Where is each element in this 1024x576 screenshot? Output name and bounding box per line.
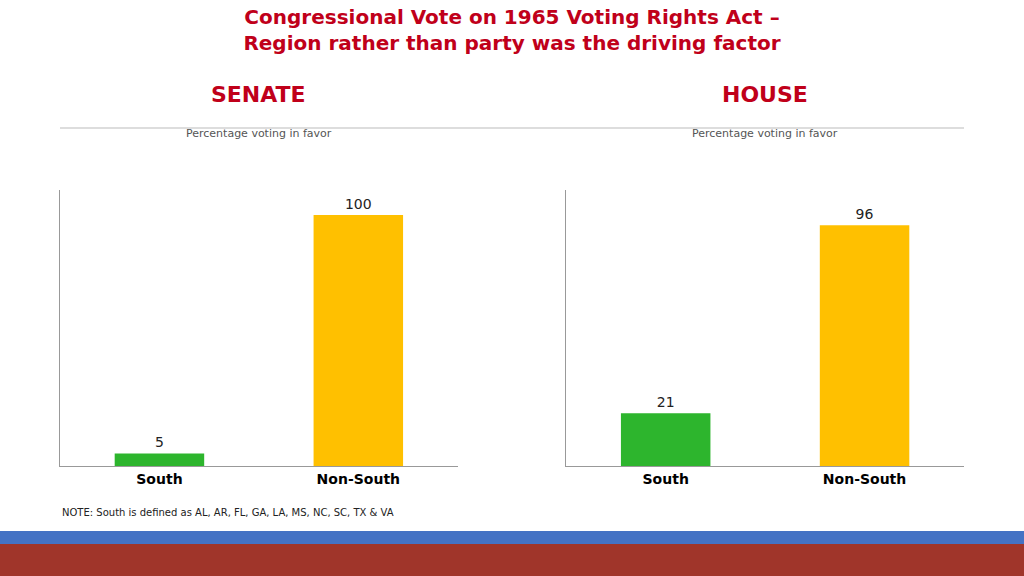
svg-text:Percentage voting in favor: Percentage voting in favor (186, 127, 332, 140)
svg-text:HOUSE: HOUSE (722, 82, 808, 107)
svg-text:NOTE: South is defined as AL,: NOTE: South is defined as AL, AR, FL, GA… (62, 507, 394, 518)
svg-text:Percentage voting in favor: Percentage voting in favor (692, 127, 838, 140)
svg-text:South: South (136, 471, 182, 487)
svg-text:South: South (643, 471, 689, 487)
svg-text:SENATE: SENATE (211, 82, 306, 107)
svg-text:96: 96 (856, 206, 874, 222)
svg-text:100: 100 (345, 196, 372, 212)
svg-text:Non-South: Non-South (823, 471, 906, 487)
svg-text:Non-South: Non-South (317, 471, 400, 487)
svg-text:5: 5 (155, 434, 164, 450)
svg-text:21: 21 (657, 394, 675, 410)
svg-text:Congressional Vote on 1965 Vot: Congressional Vote on 1965 Voting Rights… (243, 5, 780, 55)
